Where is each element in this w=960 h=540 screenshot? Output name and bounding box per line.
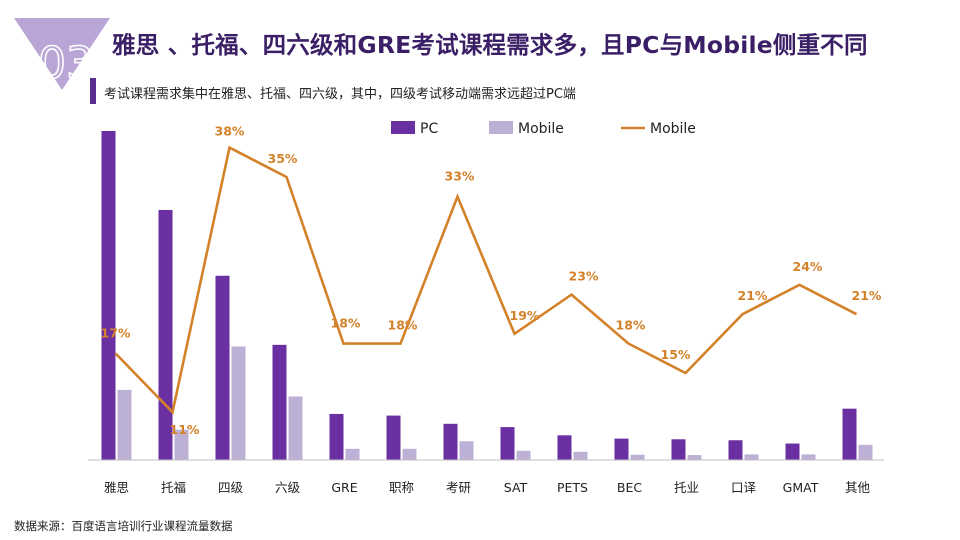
bars-layer <box>101 131 873 460</box>
x-tick-label: PETS <box>557 480 588 495</box>
bar-pc-13 <box>842 408 857 460</box>
x-tick-label: SAT <box>504 480 528 495</box>
bar-pc-1 <box>158 209 173 460</box>
bar-mobile-4 <box>345 448 360 460</box>
x-tick-label: 其他 <box>845 480 871 495</box>
page-title: 雅思 、托福、四六级和GRE考试课程需求多，且PC与Mobile侧重不同 <box>112 31 868 59</box>
badge-number: 03 <box>38 38 94 89</box>
line-data-label: 17% <box>101 325 131 340</box>
section-badge: 03 <box>14 18 110 90</box>
bar-mobile-11 <box>744 454 759 460</box>
bar-pc-0 <box>101 131 116 460</box>
data-source: 数据来源：百度语言培训行业课程流量数据 <box>14 519 233 533</box>
line-data-label: 11% <box>170 422 200 437</box>
line-data-label: 35% <box>268 151 298 166</box>
x-tick-label: 四级 <box>218 480 244 495</box>
series-line-mobile <box>114 145 858 415</box>
line-data-label: 18% <box>331 316 361 331</box>
line-data-label: 18% <box>616 318 646 333</box>
bar-pc-5 <box>386 415 401 460</box>
bar-mobile-0 <box>117 389 132 460</box>
badge-shape <box>14 18 110 90</box>
bar-mobile-10 <box>687 455 702 460</box>
x-tick-label: 托业 <box>674 480 699 495</box>
labels-layer: 雅思 托福 四级 六级 GRE 职称 考研 SAT PETS BEC 托业 口译 GMAT 其他 17% 11… <box>101 124 882 495</box>
bar-pc-9 <box>614 438 629 460</box>
bar-pc-3 <box>272 344 287 460</box>
x-tick-label: 托福 <box>161 480 186 495</box>
bar-mobile-7 <box>516 450 531 460</box>
bar-pc-2 <box>215 275 230 460</box>
x-tick-label: 口译 <box>731 480 757 495</box>
legend-label-line: Mobile <box>650 121 696 137</box>
line-data-label: 21% <box>738 288 768 303</box>
x-tick-label: 雅思 <box>104 480 129 495</box>
line-data-label: 33% <box>445 169 475 184</box>
x-tick-label: GMAT <box>783 480 819 495</box>
x-tick-label: 考研 <box>446 480 471 495</box>
bar-mobile-13 <box>858 444 873 460</box>
line-data-label: 24% <box>793 259 823 274</box>
bar-pc-4 <box>329 413 344 460</box>
bar-mobile-9 <box>630 454 645 460</box>
x-tick-label: 六级 <box>275 480 301 495</box>
page-subtitle: 考试课程需求集中在雅思、托福、四六级，其中，四级考试移动端需求远超过PC端 <box>104 87 576 102</box>
bar-mobile-8 <box>573 451 588 460</box>
line-data-label: 19% <box>510 308 540 323</box>
bar-mobile-2 <box>231 346 246 460</box>
legend: PC Mobile Mobile <box>391 121 696 137</box>
bar-pc-12 <box>785 443 800 460</box>
subtitle-accent-bar <box>90 78 96 104</box>
legend-swatch-mobile <box>489 121 513 134</box>
bar-pc-11 <box>728 440 743 460</box>
bar-pc-7 <box>500 427 515 460</box>
line-layer <box>114 145 858 415</box>
line-data-label: 38% <box>215 124 245 139</box>
bar-mobile-6 <box>459 441 474 460</box>
x-tick-label: BEC <box>617 480 642 495</box>
line-data-label: 15% <box>661 347 691 362</box>
legend-label-pc: PC <box>420 121 438 137</box>
bar-pc-8 <box>557 435 572 460</box>
bar-mobile-1 <box>174 429 189 460</box>
bar-pc-10 <box>671 439 686 460</box>
legend-swatch-pc <box>391 121 415 134</box>
x-tick-label: 职称 <box>389 480 414 495</box>
bar-mobile-3 <box>288 396 303 460</box>
bar-pc-6 <box>443 423 458 460</box>
bar-mobile-12 <box>801 454 816 460</box>
line-data-label: 18% <box>388 318 418 333</box>
line-data-label: 23% <box>569 269 599 284</box>
bar-mobile-5 <box>402 448 417 460</box>
x-tick-label: GRE <box>331 480 357 495</box>
legend-label-mobile: Mobile <box>518 121 564 137</box>
line-data-label: 21% <box>852 288 882 303</box>
